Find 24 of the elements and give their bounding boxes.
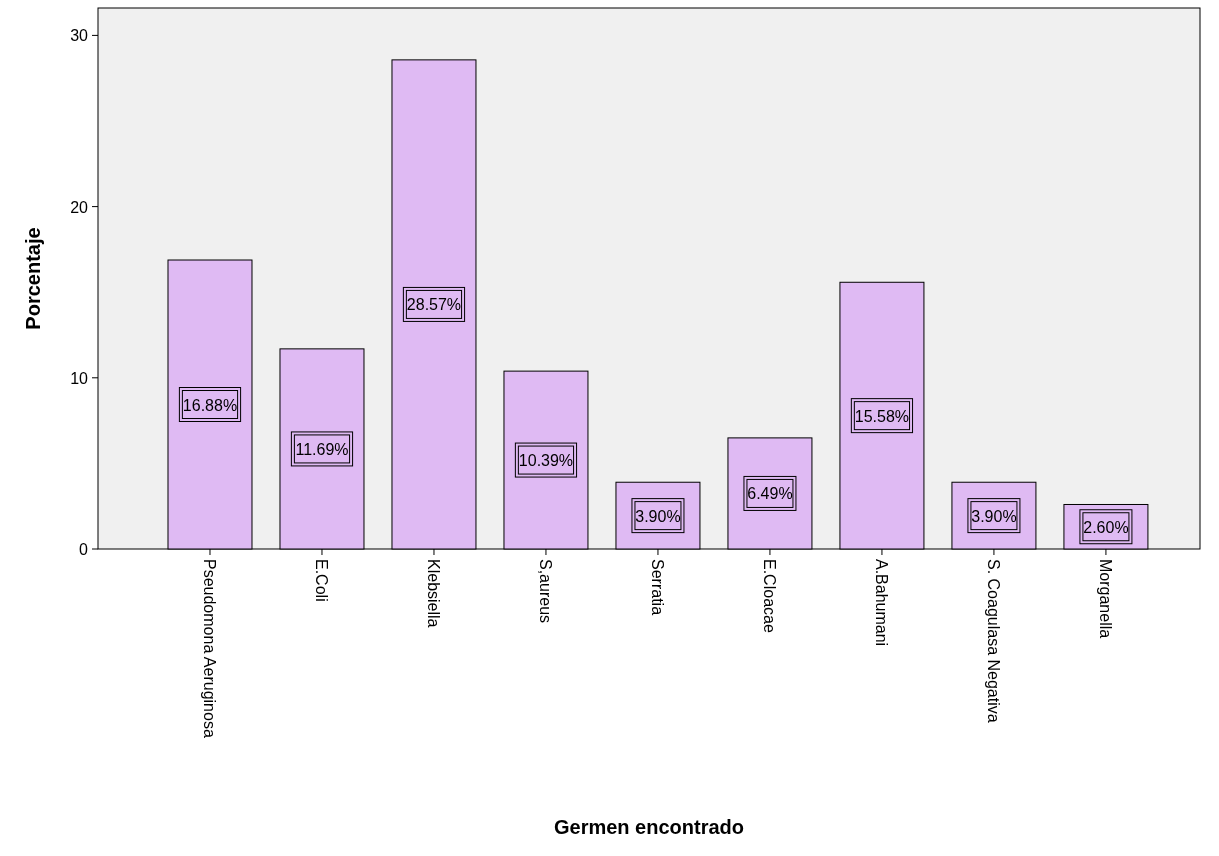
data-label: 15.58% [854, 407, 910, 425]
data-label: 3.90% [971, 507, 1017, 525]
y-tick-label: 20 [70, 198, 89, 216]
x-tick-label: Serratia [648, 559, 666, 616]
x-tick-label: Pseudomona Aeruginosa [200, 559, 218, 738]
data-label: 28.57% [406, 296, 462, 314]
x-axis-title: Germen encontrado [553, 816, 745, 838]
data-label: 16.88% [182, 396, 238, 414]
y-tick-label: 30 [70, 27, 89, 45]
y-axis-title: Porcentaje [22, 227, 44, 330]
y-tick-label: 10 [70, 369, 89, 387]
data-label: 6.49% [747, 485, 793, 503]
x-tick-label: E.Cloacae [760, 559, 778, 633]
data-label: 2.60% [1083, 518, 1129, 536]
x-tick-label: S,aureus [536, 559, 554, 624]
y-tick-label: 0 [79, 541, 89, 558]
x-tick-label: S. Coagulasa Negativa [984, 559, 1002, 723]
data-label: 11.69% [295, 440, 349, 458]
x-tick-label: Morganella [1096, 559, 1114, 639]
data-label: 3.90% [635, 507, 681, 525]
x-tick-label: Klebsiella [424, 559, 442, 628]
x-tick-label: E.Coli [312, 559, 330, 602]
x-tick-label: A.Bahumani [872, 559, 890, 647]
data-label: 10.39% [518, 452, 574, 470]
